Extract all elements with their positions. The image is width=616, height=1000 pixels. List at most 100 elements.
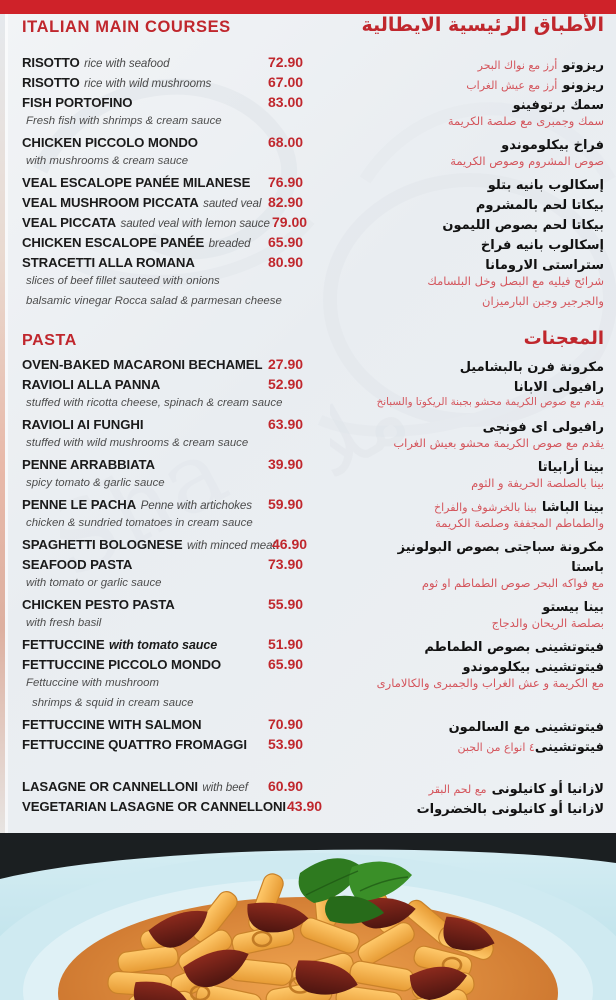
item-desc-en: spicy tomato & garlic sauce xyxy=(26,477,165,489)
item-en: VEAL PICCATA sauted veal with lemon sauc… xyxy=(22,215,270,230)
menu-item-row[interactable]: CHICKEN PICCOLO MONDO 68.00 فراخ بيكلومو… xyxy=(0,134,616,154)
item-ar: بيكاتا لحم بصوص الليمون xyxy=(442,218,604,233)
menu-item-row[interactable]: RAVIOLI ALLA PANNA 52.90 رافيولى الابانا xyxy=(0,376,616,396)
item-price: 43.90 xyxy=(287,798,323,814)
item-price: 46.90 xyxy=(272,536,308,552)
menu-item-row[interactable]: FETTUCCINE with tomato sauce 51.90 فيتوت… xyxy=(0,636,616,656)
item-price: 67.00 xyxy=(268,74,304,90)
menu-item-row[interactable]: OVEN-BAKED MACARONI BECHAMEL 27.90 مكرون… xyxy=(0,356,616,376)
menu-item-row[interactable]: FETTUCCINE WITH SALMON 70.90 فيتوتشينى م… xyxy=(0,716,616,736)
item-desc-ar: بصلصة الريحان والدجاج xyxy=(491,616,604,630)
item-ar: لازانيا أو كانيلونى مع لحم البقر xyxy=(428,782,604,797)
menu-item-row[interactable]: FISH PORTOFINO 83.00 سمك برتوفينو xyxy=(0,94,616,114)
menu-item-description-row: with tomato or garlic sauce مع فواكه الب… xyxy=(0,576,616,596)
menu-item-row[interactable]: VEAL ESCALOPE PANÉE MILANESE 76.90 إسكال… xyxy=(0,174,616,194)
item-price: 83.00 xyxy=(268,94,304,110)
menu-item-description-row: chicken & sundried tomatoes in cream sau… xyxy=(0,516,616,536)
section-header-italian-main-courses: ITALIAN MAIN COURSES الأطباق الرئيسية ال… xyxy=(0,14,616,54)
menu-item-row[interactable]: LASAGNE OR CANNELLONI with beef 60.90 لا… xyxy=(0,778,616,798)
item-ar: مكرونة فرن بالبشاميل xyxy=(459,360,604,375)
item-ar: لازانيا أو كانيلونى بالخضروات xyxy=(416,802,604,817)
top-red-bar xyxy=(0,0,616,14)
item-ar: إسكالوب بانيه فراخ xyxy=(480,238,604,253)
item-ar: فيتوتشينى بصوص الطماطم xyxy=(424,640,604,655)
item-desc-en: chicken & sundried tomatoes in cream sau… xyxy=(26,517,253,529)
item-en: LASAGNE OR CANNELLONI with beef xyxy=(22,779,248,794)
item-desc-en: stuffed with ricotta cheese, spinach & c… xyxy=(26,397,283,409)
item-en: FETTUCCINE with tomato sauce xyxy=(22,637,218,652)
item-price: 59.90 xyxy=(268,496,304,512)
menu-item-row[interactable]: FETTUCCINE QUATTRO FROMAGGI 53.90 فيتوتش… xyxy=(0,736,616,756)
item-price: 73.90 xyxy=(268,556,304,572)
item-desc-ar: شرائح فيليه مع البصل وخل البلسامك xyxy=(427,274,604,288)
menu-item-row[interactable]: SEAFOOD PASTA 73.90 باستا xyxy=(0,556,616,576)
left-accent-strip xyxy=(0,14,5,833)
item-price: 65.90 xyxy=(268,234,304,250)
menu-item-description-row: balsamic vinegar Rocca salad & parmesan … xyxy=(0,294,616,314)
item-en: PENNE LE PACHA Penne with artichokes xyxy=(22,497,252,512)
menu-item-row[interactable]: RAVIOLI AI FUNGHI 63.90 رافيولى اى فونجى xyxy=(0,416,616,436)
item-ar: فراخ بيكلوموندو xyxy=(501,138,604,153)
item-en: FETTUCCINE QUATTRO FROMAGGI xyxy=(22,737,247,752)
menu-item-row[interactable]: VEGETARIAN LASAGNE OR CANNELLONI 43.90 ل… xyxy=(0,798,616,818)
item-en: PENNE ARRABBIATA xyxy=(22,457,155,472)
item-en: OVEN-BAKED MACARONI BECHAMEL xyxy=(22,357,263,372)
item-en: FETTUCCINE PICCOLO MONDO xyxy=(22,657,222,672)
item-price: 60.90 xyxy=(268,778,304,794)
menu-item-row[interactable]: CHICKEN PESTO PASTA 55.90 بينا بيستو xyxy=(0,596,616,616)
section-title-ar: المعجنات xyxy=(523,328,604,349)
item-desc-ar: مع الكريمة و عش الغراب والجمبرى والكالام… xyxy=(376,676,604,690)
item-en: FISH PORTOFINO xyxy=(22,95,133,110)
item-price: 82.90 xyxy=(268,194,304,210)
menu-item-description-row: with mushrooms & cream sauce صوص المشروم… xyxy=(0,154,616,174)
item-en: CHICKEN PICCOLO MONDO xyxy=(22,135,198,150)
item-ar: مكرونة سباجتى بصوص البولونيز xyxy=(397,540,604,555)
item-desc-ar: يقدم مع صوص الكريمة محشو بعيش الغراب xyxy=(393,436,604,450)
item-price: 55.90 xyxy=(268,596,304,612)
menu-item-row[interactable]: VEAL PICCATA sauted veal with lemon sauc… xyxy=(0,214,616,234)
menu-item-row[interactable]: CHICKEN ESCALOPE PANÉE breaded 65.90 إسك… xyxy=(0,234,616,254)
menu-item-row[interactable]: STRACETTI ALLA ROMANA 80.90 ستراستى الار… xyxy=(0,254,616,274)
item-ar: بينا بيستو xyxy=(542,600,604,615)
item-desc-en: slices of beef fillet sauteed with onion… xyxy=(26,275,220,287)
menu-item-description-row: Fettuccine with mushroom مع الكريمة و عش… xyxy=(0,676,616,696)
menu-item-row[interactable]: RISOTTO rice with seafood 72.90 ريزوتو أ… xyxy=(0,54,616,74)
item-ar: رافيولى الابانا xyxy=(513,380,604,395)
item-desc-en: with fresh basil xyxy=(26,617,102,629)
item-ar: رافيولى اى فونجى xyxy=(482,420,604,435)
menu-item-row[interactable]: PENNE LE PACHA Penne with artichokes 59.… xyxy=(0,496,616,516)
menu-item-row[interactable]: VEAL MUSHROOM PICCATA sauted veal 82.90 … xyxy=(0,194,616,214)
item-desc-ar: صوص المشروم وصوص الكريمة xyxy=(450,154,604,168)
item-desc-ar: بينا بالصلصة الحريفة و الثوم xyxy=(471,476,604,490)
menu-item-description-row: stuffed with wild mushrooms & cream sauc… xyxy=(0,436,616,456)
item-en: SPAGHETTI BOLOGNESE with minced meat xyxy=(22,537,276,552)
item-desc-en: stuffed with wild mushrooms & cream sauc… xyxy=(26,437,249,449)
menu-item-description-row: shrimps & squid in cream sauce xyxy=(0,696,616,716)
menu-item-row[interactable]: FETTUCCINE PICCOLO MONDO 65.90 فيتوتشينى… xyxy=(0,656,616,676)
item-desc-en: shrimps & squid in cream sauce xyxy=(32,697,194,709)
item-ar: إسكالوب بانيه بتلو xyxy=(487,178,604,193)
menu-item-row[interactable]: RISOTTO rice with wild mushrooms 67.00 ر… xyxy=(0,74,616,94)
item-price: 76.90 xyxy=(268,174,304,190)
menu-item-row[interactable]: PENNE ARRABBIATA 39.90 بينا أرابياتا xyxy=(0,456,616,476)
item-ar: باستا xyxy=(571,560,604,575)
food-photo xyxy=(0,833,616,1000)
item-price: 68.00 xyxy=(268,134,304,150)
section-title-en: ITALIAN MAIN COURSES xyxy=(22,18,231,36)
item-ar: بينا الباشا بينا بالخرشوف والفراخ xyxy=(434,500,604,515)
item-en: FETTUCCINE WITH SALMON xyxy=(22,717,202,732)
item-ar: ريزونو أرز مع عيش الغراب xyxy=(466,78,604,93)
item-price: 65.90 xyxy=(268,656,304,672)
item-desc-ar: والطماطم المجففة وصلصة الكريمة xyxy=(435,516,604,530)
item-price: 53.90 xyxy=(268,736,304,752)
item-en: RAVIOLI AI FUNGHI xyxy=(22,417,144,432)
item-price: 39.90 xyxy=(268,456,304,472)
menu-item-description-row: with fresh basil بصلصة الريحان والدجاج xyxy=(0,616,616,636)
item-en: CHICKEN PESTO PASTA xyxy=(22,597,175,612)
menu-item-row[interactable]: SPAGHETTI BOLOGNESE with minced meat 46.… xyxy=(0,536,616,556)
item-price: 27.90 xyxy=(268,356,304,372)
menu-item-description-row: stuffed with ricotta cheese, spinach & c… xyxy=(0,396,616,416)
item-ar: ستراستى الارومانا xyxy=(485,258,604,273)
item-ar: بينا أرابياتا xyxy=(537,460,604,475)
